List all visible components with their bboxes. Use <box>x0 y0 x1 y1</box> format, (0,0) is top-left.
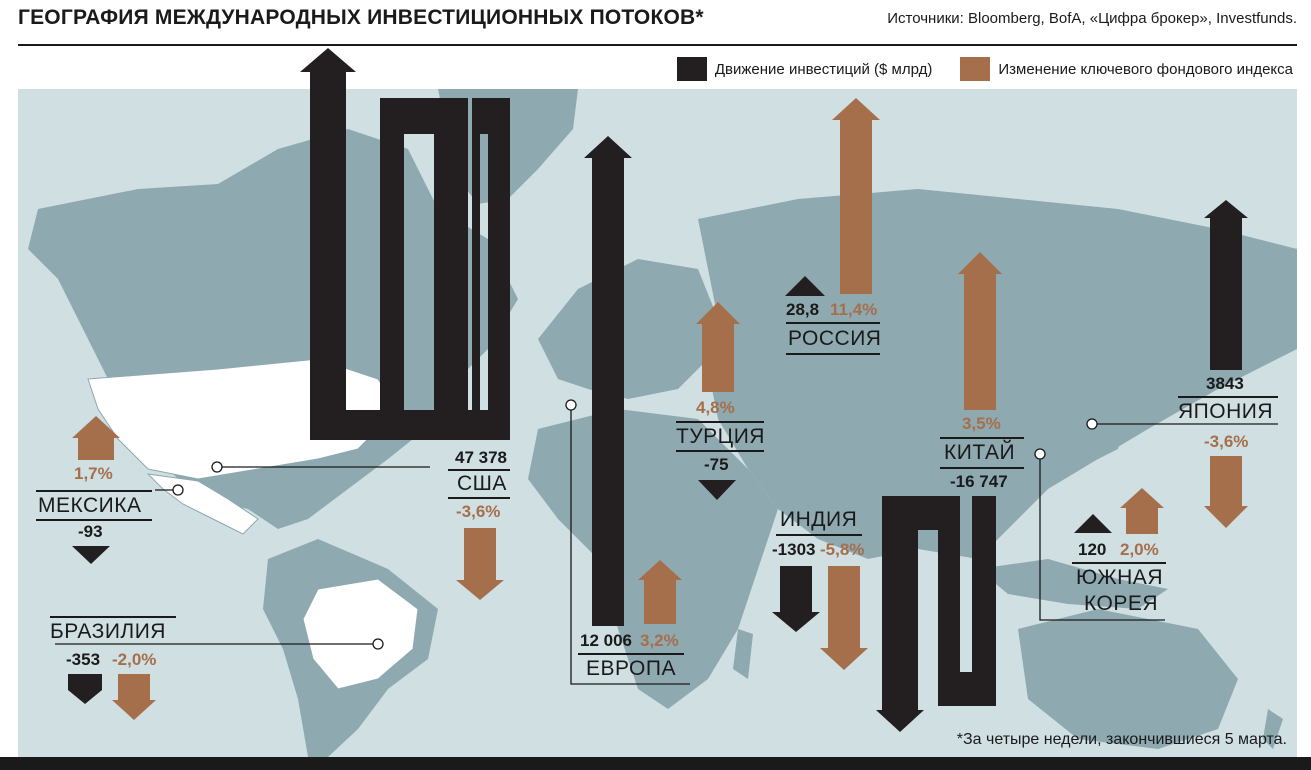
sources-note: Источники: Bloomberg, BofA, «Цифра броке… <box>887 10 1297 27</box>
indonesia-shape <box>978 559 1168 609</box>
mexico-name: МЕКСИКА <box>38 494 142 517</box>
brazil-flow-label: -353 <box>66 650 101 669</box>
chart-title: ГЕОГРАФИЯ МЕЖДУНАРОДНЫХ ИНВЕСТИЦИОННЫХ П… <box>18 6 704 29</box>
mexico-index-arrow <box>72 416 120 460</box>
india-flow-label: -1303 <box>772 540 816 559</box>
south-korea-rule <box>1072 562 1166 564</box>
legend-swatch-investment <box>676 57 707 81</box>
mexico-index-label: 1,7% <box>74 464 113 483</box>
brazil-investment-arrow <box>68 674 102 704</box>
turkey-rule-2 <box>676 450 764 452</box>
brazil-index-arrow <box>112 674 156 720</box>
europe-index-arrow <box>638 560 682 624</box>
south-korea-name-line1: ЮЖНАЯ <box>1076 566 1163 589</box>
mexico-flow-label: -93 <box>78 522 103 541</box>
south-korea-investment-arrow <box>1074 514 1112 533</box>
madagascar-shape <box>733 629 753 679</box>
china-rule-2 <box>940 467 1024 469</box>
russia-investment-arrow <box>785 276 825 296</box>
europe-investment-arrow <box>584 136 632 626</box>
footnote: *За четыре недели, закончившиеся 5 марта… <box>956 731 1287 748</box>
japan-index-arrow <box>1204 456 1248 528</box>
europe-index-label: 3,2% <box>640 631 679 650</box>
europe-flow-label: 12 006 <box>580 631 632 650</box>
usa-name: США <box>457 472 507 495</box>
south-korea-index-label: 2,0% <box>1120 540 1159 559</box>
mexico-rule <box>36 490 152 492</box>
europe-dot <box>565 399 577 411</box>
legend-swatch-index <box>960 57 991 81</box>
russia-flow-label: 28,8 <box>786 300 820 319</box>
turkey-index-arrow <box>696 302 740 392</box>
usa-index-label: -3,6% <box>456 502 501 521</box>
turkey-index-label: 4,8% <box>696 398 735 417</box>
brazil-dot <box>372 638 384 650</box>
russia-index-label: 11,4% <box>830 300 878 319</box>
usa-investment-arrow <box>300 48 510 440</box>
mexico-investment-arrow <box>72 546 110 564</box>
south-korea-dot <box>1034 448 1046 460</box>
japan-index-label: -3,6% <box>1204 432 1249 451</box>
south-korea-index-arrow <box>1120 488 1164 534</box>
header-rule <box>18 44 1297 46</box>
china-investment-arrow <box>876 496 996 732</box>
europe-name: ЕВРОПА <box>586 657 676 680</box>
south-korea-flow-label: 120 <box>1078 540 1107 559</box>
india-index-arrow <box>820 566 868 670</box>
footer-rule <box>0 757 1311 770</box>
mexico-rule-2 <box>36 519 152 521</box>
russia-index-arrow <box>832 98 880 294</box>
japan-investment-arrow <box>1204 200 1248 370</box>
europe-leader-line <box>570 405 690 685</box>
brazil-index-label: -2,0% <box>112 650 157 669</box>
turkey-name: ТУРЦИЯ <box>676 425 765 448</box>
legend-label-investment: Движение инвестиций ($ млрд) <box>714 60 933 78</box>
south-korea-name-line2: КОРЕЯ <box>1084 592 1159 615</box>
new-zealand-shape <box>1263 709 1283 749</box>
russia-name: РОССИЯ <box>788 327 882 350</box>
russia-rule-2 <box>786 353 880 355</box>
russia-rule <box>786 322 880 324</box>
china-index-arrow <box>958 252 1002 410</box>
china-flow-label: -16 747 <box>950 472 1008 491</box>
japan-dot <box>1086 418 1098 430</box>
australia-shape <box>1018 609 1238 749</box>
india-index-label: -5,8% <box>820 540 865 559</box>
legend-item-index: Изменение ключевого фондового индекса <box>960 57 1293 81</box>
japan-flow-label: 3843 <box>1206 374 1244 393</box>
legend-label-index: Изменение ключевого фондового индекса <box>998 60 1293 78</box>
turkey-investment-arrow <box>698 480 736 500</box>
europe-shape <box>538 259 718 399</box>
japan-rule <box>1178 396 1278 398</box>
europe-rule <box>578 653 684 655</box>
turkey-rule <box>676 421 764 423</box>
china-rule <box>940 437 1024 439</box>
legend-item-investment: Движение инвестиций ($ млрд) <box>676 57 933 81</box>
japan-name: ЯПОНИЯ <box>1178 400 1274 423</box>
turkey-flow-label: -75 <box>704 455 729 474</box>
india-rule <box>776 534 862 536</box>
south-korea-leader-line <box>1039 454 1165 621</box>
usa-dot <box>211 461 223 473</box>
china-name: КИТАЙ <box>944 441 1016 464</box>
brazil-highlight <box>302 578 419 690</box>
mexico-dot <box>172 484 184 496</box>
brazil-rule <box>50 616 176 618</box>
usa-index-arrow <box>456 528 504 600</box>
india-name: ИНДИЯ <box>780 508 858 531</box>
india-investment-arrow <box>772 566 820 632</box>
legend: Движение инвестиций ($ млрд) Изменение к… <box>676 56 1293 82</box>
usa-rule <box>448 469 510 471</box>
usa-rule-2 <box>448 497 510 499</box>
china-index-label: 3,5% <box>962 414 1001 433</box>
brazil-name: БРАЗИЛИЯ <box>50 620 166 643</box>
usa-flow-label: 47 378 <box>455 448 507 467</box>
